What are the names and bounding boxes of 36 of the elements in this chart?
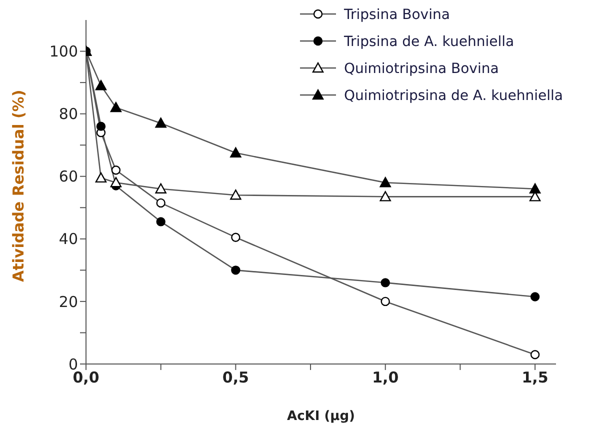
point [230, 190, 242, 200]
point [156, 198, 166, 208]
x-tick-label: 0,5 [222, 368, 249, 387]
point [156, 217, 166, 226]
legend-label: Quimiotripsina Bovina [344, 61, 499, 77]
point [380, 191, 391, 202]
point [231, 232, 240, 242]
point [380, 177, 391, 188]
point [530, 292, 540, 302]
point [95, 80, 107, 90]
point [95, 172, 107, 183]
point [155, 118, 166, 128]
point [529, 183, 541, 194]
point [96, 122, 106, 131]
y-tick-label: 20 [58, 292, 78, 311]
point [155, 183, 166, 194]
point [231, 266, 240, 275]
x-tick-label: 0,0 [72, 368, 100, 387]
y-tick-label: 40 [58, 230, 78, 248]
legend-label: Tripsina de A. kuehniella [343, 34, 514, 50]
point [530, 350, 540, 360]
legend-label: Tripsina Bovina [343, 7, 450, 23]
point [110, 102, 122, 112]
point [230, 147, 242, 158]
y-tick-label: 80 [58, 105, 78, 124]
y-tick-label: 60 [58, 168, 78, 186]
x-axis-title: AcKI (µg) [287, 409, 355, 424]
x-tick-label: 1,0 [372, 368, 399, 387]
x-tick-label: 1,5 [522, 368, 548, 387]
point [380, 278, 390, 288]
point [110, 177, 122, 188]
y-tick-label: 100 [49, 42, 78, 61]
y-axis-title: Atividade Residual (%) [9, 90, 28, 282]
point [380, 296, 390, 306]
point [111, 166, 121, 175]
legend-label: Quimiotripsina de A. kuehniella [344, 88, 563, 104]
